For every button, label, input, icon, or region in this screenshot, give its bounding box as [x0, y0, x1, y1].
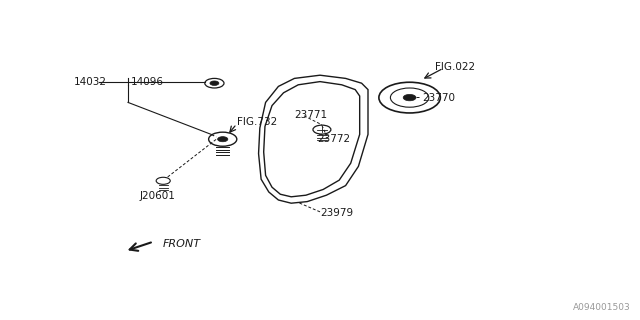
Text: FRONT: FRONT: [163, 239, 201, 249]
Text: FIG.022: FIG.022: [435, 62, 476, 72]
Text: 23979: 23979: [320, 208, 353, 218]
Text: 23771: 23771: [294, 110, 328, 120]
Text: 23770: 23770: [422, 92, 456, 103]
Circle shape: [210, 81, 219, 85]
Text: 23772: 23772: [317, 134, 350, 144]
Circle shape: [218, 137, 228, 142]
Text: 14032: 14032: [74, 76, 107, 87]
Text: A094001503: A094001503: [573, 303, 630, 312]
Text: 14096: 14096: [131, 76, 164, 87]
Text: FIG.732: FIG.732: [237, 116, 277, 127]
Circle shape: [403, 94, 416, 101]
Text: J20601: J20601: [140, 191, 175, 201]
